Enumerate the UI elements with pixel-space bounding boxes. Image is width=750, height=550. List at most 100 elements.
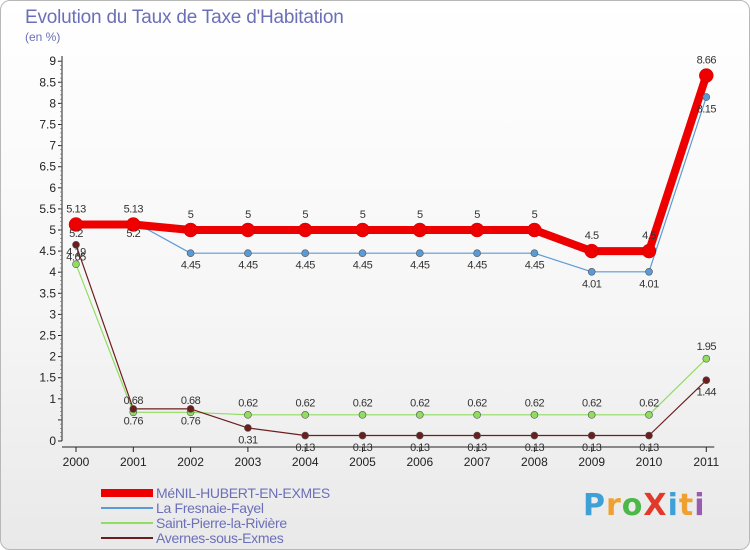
data-label: 1.95 xyxy=(697,341,717,353)
chart-axes: 0 1 1.5 2 2.5 3 3.5 4 4.5 5 5.5 6 6.5 7 7.5 8 8.5 9 2000 20… xyxy=(39,54,719,469)
legend-swatch xyxy=(101,522,153,524)
data-point xyxy=(645,431,653,440)
x-tick-label: 2005 xyxy=(349,455,376,469)
data-label: 4.45 xyxy=(295,260,315,272)
y-tick-label: 7 xyxy=(49,139,56,153)
data-point xyxy=(469,222,485,238)
data-point xyxy=(186,405,195,413)
data-label: 5 xyxy=(360,209,366,221)
series-line xyxy=(76,74,711,256)
logo-letter: P xyxy=(583,488,606,523)
data-point xyxy=(358,411,367,419)
data-point xyxy=(473,249,481,258)
data-point xyxy=(530,411,539,419)
data-label: 4.5 xyxy=(642,230,656,242)
logo-letter: i xyxy=(694,488,706,523)
data-point xyxy=(129,405,138,413)
data-label: 0.31 xyxy=(238,434,258,446)
data-label: 0.13 xyxy=(295,442,315,454)
data-label: 0.68 xyxy=(181,395,201,407)
series-line xyxy=(75,263,707,416)
data-label: 8.66 xyxy=(697,55,717,67)
data-label: 0.62 xyxy=(639,397,659,409)
data-label: 0.13 xyxy=(353,442,373,454)
data-label: 4.01 xyxy=(582,278,602,290)
logo-letter: t xyxy=(678,488,695,523)
legend-label: La Fresnaie-Fayel xyxy=(156,500,264,516)
y-tick-label: 2 xyxy=(49,350,56,364)
data-label: 0.62 xyxy=(582,397,602,409)
data-point xyxy=(587,267,596,276)
x-tick-label: 2002 xyxy=(177,455,204,469)
data-point xyxy=(358,249,367,258)
series-lines xyxy=(75,74,711,437)
data-label: 5 xyxy=(532,209,538,221)
y-tick-label: 8 xyxy=(49,96,56,110)
data-label: 0.13 xyxy=(410,442,430,454)
y-tick-label: 5.5 xyxy=(39,202,56,216)
y-tick-label: 4 xyxy=(49,265,56,279)
chart-unit-label: (en %) xyxy=(25,30,61,44)
series-points xyxy=(68,68,714,440)
legend-label: Saint-Pierre-la-Rivière xyxy=(156,515,287,531)
data-point xyxy=(641,243,657,259)
data-label: 4.45 xyxy=(181,260,201,272)
y-tick-label: 3.5 xyxy=(39,286,56,300)
data-label: 0.62 xyxy=(467,397,487,409)
y-tick-label: 6.5 xyxy=(39,160,56,174)
data-label: 5.13 xyxy=(124,204,144,216)
data-label: 0.13 xyxy=(525,442,545,454)
logo-letter: r xyxy=(606,488,622,523)
data-point xyxy=(301,431,310,440)
data-label: 5 xyxy=(417,209,423,221)
data-point xyxy=(699,68,714,83)
data-label: 0.62 xyxy=(410,397,430,409)
data-label: 0.76 xyxy=(124,415,144,427)
data-point xyxy=(186,249,195,258)
series-line xyxy=(76,96,707,273)
data-label: 5.2 xyxy=(126,228,140,240)
y-tick-label: 5 xyxy=(49,223,56,237)
series-line xyxy=(75,244,707,437)
proxiti-logo: ProXiti xyxy=(583,488,706,523)
legend-swatch xyxy=(101,537,153,539)
data-label: 0.62 xyxy=(525,397,545,409)
data-label: 5 xyxy=(245,209,251,221)
legend-swatch xyxy=(101,489,153,497)
data-label: 5 xyxy=(474,209,480,221)
data-label: 4.45 xyxy=(525,260,545,272)
data-point xyxy=(240,222,256,238)
data-label: 0.13 xyxy=(582,442,602,454)
data-point xyxy=(301,249,310,258)
y-tick-label: 6 xyxy=(49,181,56,195)
data-label: 8.15 xyxy=(697,104,717,116)
data-point xyxy=(183,222,198,238)
data-label: 4.45 xyxy=(238,260,258,272)
data-label: 0.68 xyxy=(124,395,144,407)
data-label: 5.2 xyxy=(69,228,83,240)
data-label: 4.5 xyxy=(585,230,599,242)
data-point xyxy=(530,431,539,440)
data-label: 0.62 xyxy=(238,397,258,409)
data-label: 0.62 xyxy=(295,397,315,409)
data-label: 1.44 xyxy=(697,387,717,399)
x-tick-label: 2004 xyxy=(292,455,319,469)
y-tick-label: 4.5 xyxy=(39,244,56,258)
y-tick-label: 1.5 xyxy=(39,371,56,385)
data-label: 5.13 xyxy=(66,204,86,216)
data-point xyxy=(587,411,596,419)
data-label: 4.65 xyxy=(66,251,86,263)
data-label: 5 xyxy=(188,209,194,221)
data-point xyxy=(68,217,84,232)
data-point xyxy=(72,240,80,249)
logo-letter: o xyxy=(621,488,644,523)
data-label: 5 xyxy=(302,209,308,221)
y-tick-label: 2.5 xyxy=(39,329,56,343)
data-point xyxy=(358,431,367,440)
legend-label: Avernes-sous-Exmes xyxy=(156,530,284,546)
x-tick-label: 2001 xyxy=(120,455,147,469)
data-point xyxy=(355,222,370,238)
x-tick-label: 2011 xyxy=(693,455,719,469)
data-point xyxy=(297,222,313,238)
